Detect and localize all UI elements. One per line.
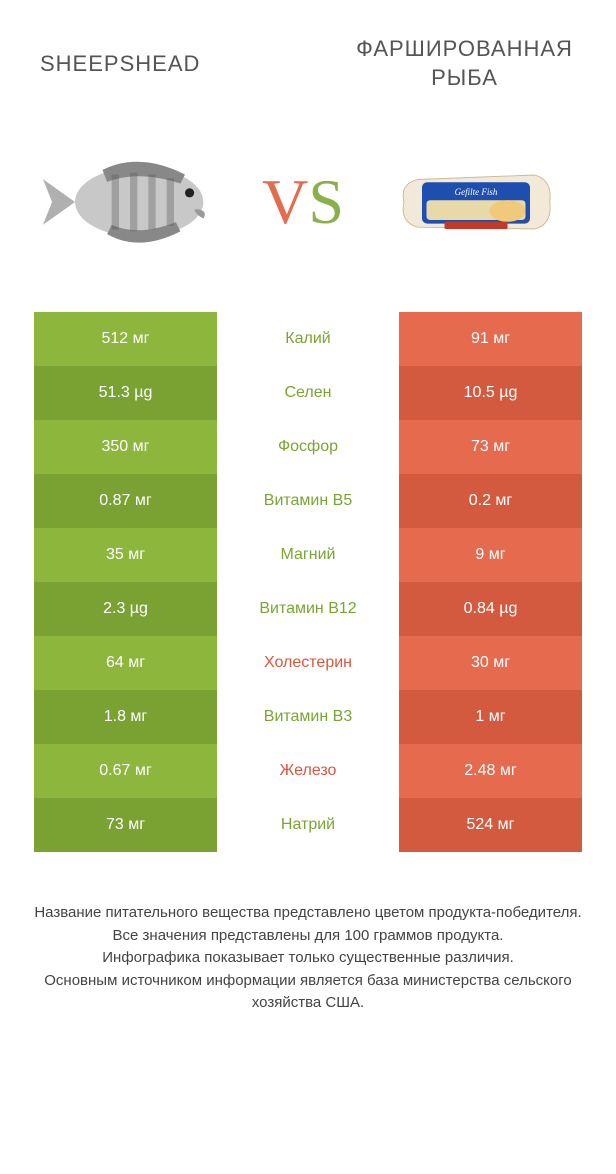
table-row: 512 мгКалий91 мг xyxy=(34,312,582,366)
value-right: 91 мг xyxy=(399,312,582,366)
images-row: VS Gefilte Fish xyxy=(0,112,616,312)
value-left: 2.3 µg xyxy=(34,582,217,636)
nutrient-label: Калий xyxy=(217,312,399,366)
value-right: 10.5 µg xyxy=(399,366,582,420)
table-row: 51.3 µgСелен10.5 µg xyxy=(34,366,582,420)
value-right: 73 мг xyxy=(399,420,582,474)
nutrient-label: Магний xyxy=(217,528,399,582)
value-right: 0.2 мг xyxy=(399,474,582,528)
value-left: 512 мг xyxy=(34,312,217,366)
value-left: 73 мг xyxy=(34,798,217,852)
footer-line: Инфографика показывает только существенн… xyxy=(28,947,588,970)
header: SHEEPSHEAD ФАРШИРОВАННАЯ РЫБА xyxy=(0,0,616,112)
value-left: 64 мг xyxy=(34,636,217,690)
table-row: 0.67 мгЖелезо2.48 мг xyxy=(34,744,582,798)
value-left: 51.3 µg xyxy=(34,366,217,420)
table-row: 73 мгНатрий524 мг xyxy=(34,798,582,852)
table-row: 2.3 µgВитамин B120.84 µg xyxy=(34,582,582,636)
vs-v: V xyxy=(262,166,308,237)
nutrient-label: Холестерин xyxy=(217,636,399,690)
table-row: 1.8 мгВитамин B31 мг xyxy=(34,690,582,744)
vs-label: VS xyxy=(262,165,344,239)
footer-line: Название питательного вещества представл… xyxy=(28,902,588,925)
footer-line: Все значения представлены для 100 граммо… xyxy=(28,925,588,948)
nutrient-label: Натрий xyxy=(217,798,399,852)
value-right: 524 мг xyxy=(399,798,582,852)
nutrient-label: Железо xyxy=(217,744,399,798)
table-row: 35 мгМагний9 мг xyxy=(34,528,582,582)
value-right: 2.48 мг xyxy=(399,744,582,798)
footer-line: Основным источником информации является … xyxy=(28,970,588,1015)
nutrient-label: Витамин B3 xyxy=(217,690,399,744)
nutrient-label: Витамин B5 xyxy=(217,474,399,528)
value-left: 0.87 мг xyxy=(34,474,217,528)
title-left: SHEEPSHEAD xyxy=(40,51,323,77)
nutrient-label: Фосфор xyxy=(217,420,399,474)
package-icon: Gefilte Fish xyxy=(391,157,561,247)
value-right: 1 мг xyxy=(399,690,582,744)
footer-notes: Название питательного вещества представл… xyxy=(28,902,588,1015)
nutrient-label: Селен xyxy=(217,366,399,420)
value-left: 1.8 мг xyxy=(34,690,217,744)
comparison-table: 512 мгКалий91 мг51.3 µgСелен10.5 µg350 м… xyxy=(34,312,582,852)
table-row: 0.87 мгВитамин B50.2 мг xyxy=(34,474,582,528)
value-left: 0.67 мг xyxy=(34,744,217,798)
value-right: 0.84 µg xyxy=(399,582,582,636)
image-sheepshead xyxy=(30,142,230,262)
nutrient-label: Витамин B12 xyxy=(217,582,399,636)
vs-s: S xyxy=(308,166,344,237)
title-right: ФАРШИРОВАННАЯ РЫБА xyxy=(323,35,606,92)
value-right: 9 мг xyxy=(399,528,582,582)
table-row: 350 мгФосфор73 мг xyxy=(34,420,582,474)
value-left: 35 мг xyxy=(34,528,217,582)
table-row: 64 мгХолестерин30 мг xyxy=(34,636,582,690)
svg-text:Gefilte Fish: Gefilte Fish xyxy=(455,187,498,197)
fish-icon xyxy=(35,147,225,257)
value-right: 30 мг xyxy=(399,636,582,690)
value-left: 350 мг xyxy=(34,420,217,474)
image-gefilte: Gefilte Fish xyxy=(376,142,576,262)
